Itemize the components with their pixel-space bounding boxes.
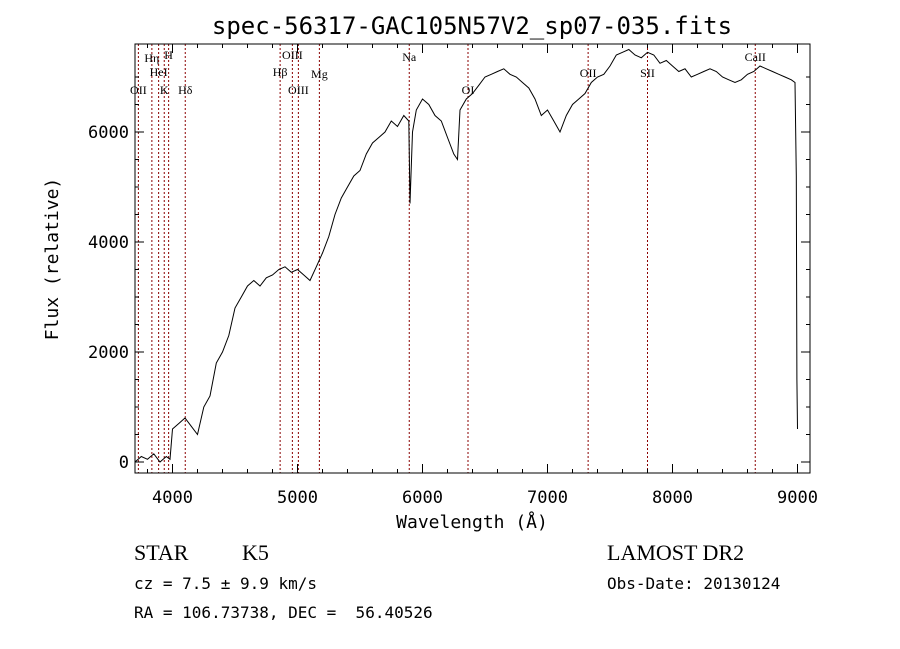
spectral-line-label: OII — [580, 66, 597, 80]
spectral-line-label: OIII — [288, 83, 309, 97]
spectral-line-label: HeI — [150, 65, 168, 79]
y-axis-label: Flux (relative) — [42, 178, 63, 341]
survey-label: LAMOST DR2 — [607, 540, 745, 565]
x-axis-label: Wavelength (Å) — [396, 511, 548, 533]
y-tick-label: 2000 — [88, 343, 129, 363]
spectral-line-label: H — [164, 48, 173, 62]
coordinates-line: RA = 106.73738, DEC = 56.40526 — [134, 603, 433, 622]
y-tick-label: 4000 — [88, 233, 129, 253]
chart-title: spec-56317-GAC105N57V2_sp07-035.fits — [212, 12, 732, 40]
spectral-line-label: SII — [640, 66, 655, 80]
spectral-line-label: Mg — [311, 67, 328, 81]
spectral-line-label: Hβ — [273, 65, 288, 79]
x-tick-label: 9000 — [777, 488, 818, 508]
x-tick-label: 6000 — [402, 488, 443, 508]
spectral-line-label: Na — [402, 50, 417, 64]
y-tick-label: 0 — [119, 453, 129, 473]
spectral-line-label: K — [160, 83, 169, 97]
x-tick-label: 5000 — [277, 488, 318, 508]
x-axis: 4000 5000 6000 7000 8000 9000 — [147, 44, 818, 508]
spectral-line-label: OII — [130, 83, 147, 97]
object-subclass: K5 — [242, 540, 269, 565]
y-tick-label: 6000 — [88, 123, 129, 143]
object-class: STAR — [134, 540, 189, 565]
spectral-line-label: OI — [462, 83, 475, 97]
redshift-line: cz = 7.5 ± 9.9 km/s — [134, 574, 318, 593]
spectrum-series-line — [134, 48, 798, 463]
spectral-line-label: Hδ — [178, 83, 193, 97]
x-tick-label: 8000 — [652, 488, 693, 508]
spectral-line-label: CaII — [745, 50, 766, 64]
y-axis: 0 2000 4000 6000 — [88, 76, 810, 473]
spectral-line-label: Hη — [144, 51, 159, 65]
observation-date: Obs-Date: 20130124 — [607, 574, 781, 593]
x-tick-label: 4000 — [152, 488, 193, 508]
x-tick-label: 7000 — [527, 488, 568, 508]
spectral-line-label: OIII — [282, 48, 303, 62]
plot-frame — [134, 43, 811, 474]
